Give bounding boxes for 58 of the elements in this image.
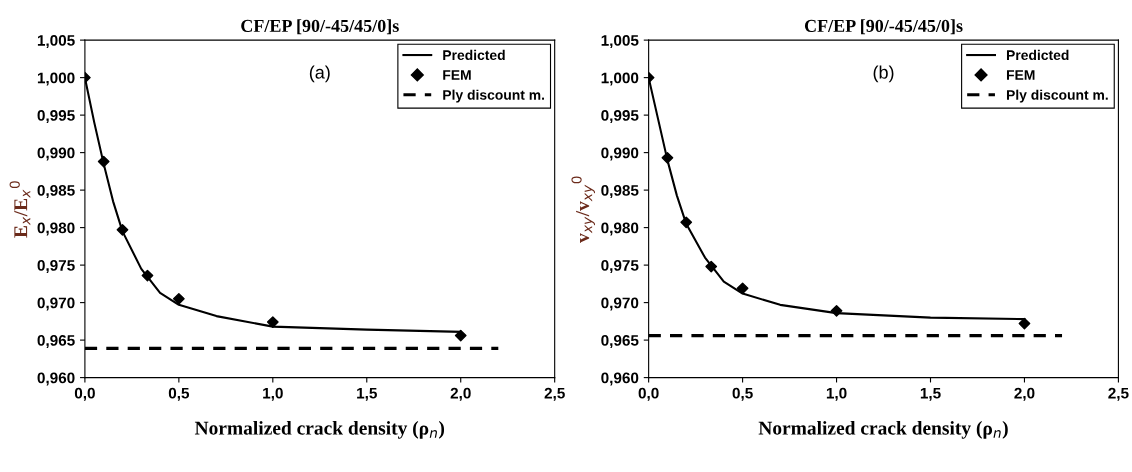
x-tick-label: 2,0 xyxy=(450,387,471,401)
x-tick-label: 2,5 xyxy=(1108,387,1129,401)
y-tick-label: 1,005 xyxy=(601,34,639,49)
x-tick-label: 1,5 xyxy=(357,387,377,401)
point xyxy=(141,269,154,282)
x-tick-label: 1,0 xyxy=(263,387,283,401)
y-tick-label: 0,990 xyxy=(601,147,639,161)
x-axis-title: Normalized crack density (ρ$_{n}$) xyxy=(758,421,1008,439)
y-axis-title: E$_{x}$/E$_{x}$$^{0}$ xyxy=(9,181,31,238)
chart-title: CF/EP [90/-45/45/0]s xyxy=(241,19,399,35)
y-tick-label: 0,960 xyxy=(37,372,75,386)
x-tick-label: 0,0 xyxy=(638,387,659,401)
y-tick-label: 0,965 xyxy=(37,334,75,348)
x-tick-label: 0,0 xyxy=(74,387,95,401)
y-tick-label: 0,995 xyxy=(601,109,639,124)
y-tick-label: 0,965 xyxy=(601,334,639,348)
point xyxy=(266,316,279,328)
y-tick-label: 0,990 xyxy=(37,147,75,161)
y-tick-label: 1,005 xyxy=(37,34,75,49)
y-tick-label: 0,970 xyxy=(37,297,75,311)
y-tick-label: 0,980 xyxy=(37,222,75,236)
y-axis-title: v$_{xy}$/v$_{xy}$$^{0}$ xyxy=(571,176,595,243)
point xyxy=(661,151,674,164)
x-tick-label: 2,5 xyxy=(544,387,565,401)
point xyxy=(705,260,718,273)
point xyxy=(116,223,129,236)
x-tick-label: 0,5 xyxy=(168,387,190,401)
x-tick-label: 0,5 xyxy=(732,387,753,401)
point xyxy=(736,282,749,295)
legend-label: Predicted xyxy=(1006,49,1069,61)
y-tick-label: 0,985 xyxy=(601,184,639,199)
chart-title: CF/EP [90/-45/45/0]s xyxy=(804,19,963,35)
legend-label: Ply discount m. xyxy=(1006,89,1108,103)
legend-label: FEM xyxy=(443,70,471,80)
legend-label: FEM xyxy=(1006,70,1035,80)
point xyxy=(830,304,843,317)
y-tick-label: 0,980 xyxy=(601,222,639,236)
y-tick-label: 0,995 xyxy=(37,109,75,124)
y-tick-label: 0,970 xyxy=(601,297,639,311)
point xyxy=(680,216,693,229)
point xyxy=(454,329,467,342)
point xyxy=(97,155,110,168)
annotation: (a) xyxy=(309,65,330,83)
point xyxy=(172,292,185,305)
annotation: (b) xyxy=(873,65,894,83)
y-tick-label: 0,985 xyxy=(37,184,75,199)
point xyxy=(1018,317,1031,330)
x-tick-label: 2,0 xyxy=(1014,387,1035,401)
x-tick-label: 1,0 xyxy=(826,387,847,401)
legend-label: Predicted xyxy=(443,49,505,61)
x-tick-label: 1,5 xyxy=(920,387,941,401)
x-axis-title: Normalized crack density (ρ$_{n}$) xyxy=(194,421,445,439)
legend-label: Ply discount m. xyxy=(443,89,545,103)
y-tick-label: 1,000 xyxy=(601,72,639,86)
y-tick-label: 0,975 xyxy=(37,259,75,274)
y-tick-label: 0,960 xyxy=(601,372,639,386)
y-tick-label: 0,975 xyxy=(601,259,639,274)
y-tick-label: 1,000 xyxy=(37,72,75,86)
